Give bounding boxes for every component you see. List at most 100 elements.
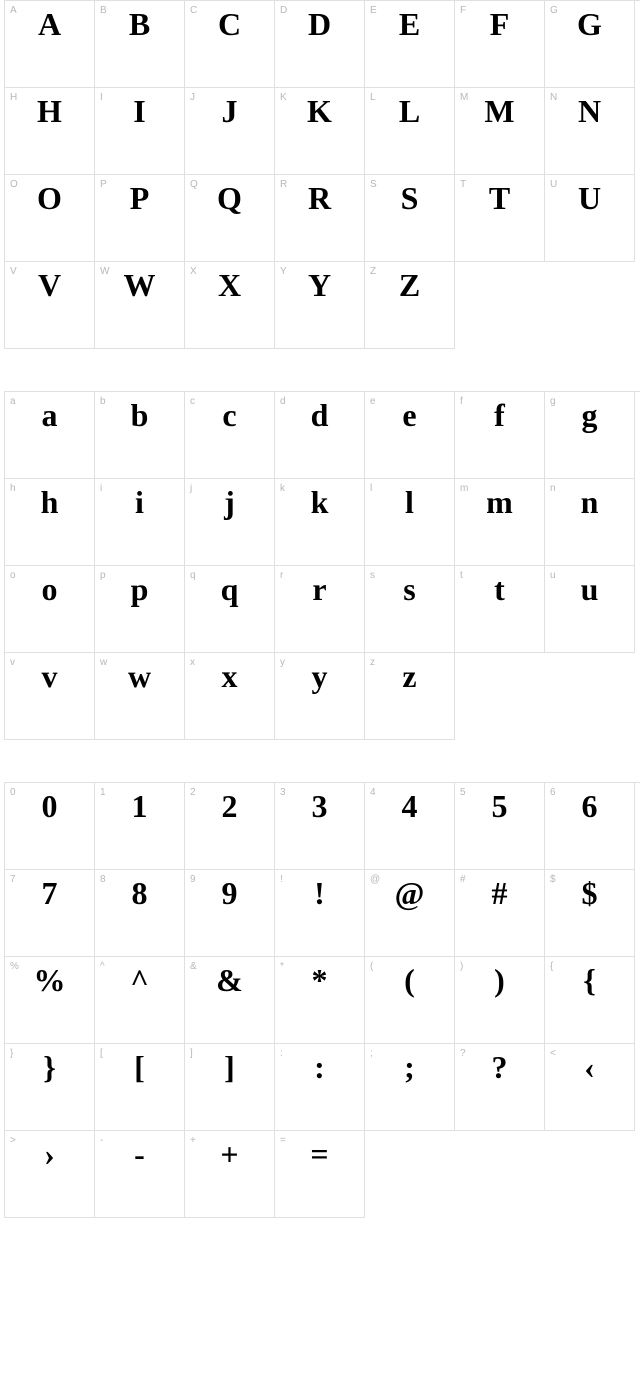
glyph-cell: CC — [185, 1, 275, 88]
glyph-cell: kk — [275, 479, 365, 566]
glyph-cell-char: + — [185, 1138, 274, 1170]
glyph-cell-char: z — [365, 660, 454, 692]
glyph-cell-char: - — [95, 1138, 184, 1170]
glyph-cell-char: : — [275, 1051, 364, 1083]
glyph-cell: [[ — [95, 1044, 185, 1131]
glyph-cell-char: A — [5, 8, 94, 40]
glyph-cell: $$ — [545, 870, 635, 957]
glyph-cell-char: % — [5, 964, 94, 996]
glyph-cell: pp — [95, 566, 185, 653]
glyph-cell-char: J — [185, 95, 274, 127]
glyph-cell: QQ — [185, 175, 275, 262]
glyph-cell-char: T — [455, 182, 544, 214]
glyph-cell-char: C — [185, 8, 274, 40]
glyph-cell: nn — [545, 479, 635, 566]
glyph-cell-char: g — [545, 399, 634, 431]
glyph-cell-char: j — [185, 486, 274, 518]
glyph-cell-char: q — [185, 573, 274, 605]
glyph-grid: 00112233445566778899!!@@##$$%%^^&&**(())… — [4, 782, 640, 1218]
glyph-cell: <‹ — [545, 1044, 635, 1131]
glyph-cell: HH — [5, 88, 95, 175]
glyph-cell: ZZ — [365, 262, 455, 349]
glyph-cell: >› — [5, 1131, 95, 1218]
glyph-cell-char: R — [275, 182, 364, 214]
glyph-cell: cc — [185, 392, 275, 479]
glyph-cell: vv — [5, 653, 95, 740]
glyph-cell: 33 — [275, 783, 365, 870]
glyph-cell-char: ; — [365, 1051, 454, 1083]
glyph-cell: 55 — [455, 783, 545, 870]
glyph-cell-char: Q — [185, 182, 274, 214]
section-lowercase: aabbccddeeffgghhiijjkkllmmnnooppqqrrsstt… — [0, 391, 640, 740]
glyph-cell-char: S — [365, 182, 454, 214]
empty-cell — [545, 653, 635, 739]
glyph-cell-char: ) — [455, 964, 544, 996]
glyph-cell-char: i — [95, 486, 184, 518]
glyph-cell-char: 8 — [95, 877, 184, 909]
glyph-cell-char: Y — [275, 269, 364, 301]
empty-cell — [455, 262, 545, 348]
glyph-cell-char: K — [275, 95, 364, 127]
glyph-cell: == — [275, 1131, 365, 1218]
glyph-cell-char: Z — [365, 269, 454, 301]
glyph-cell-char: n — [545, 486, 634, 518]
glyph-cell: jj — [185, 479, 275, 566]
glyph-cell: PP — [95, 175, 185, 262]
glyph-cell-char: & — [185, 964, 274, 996]
glyph-cell-char: 0 — [5, 790, 94, 822]
glyph-cell-char: F — [455, 8, 544, 40]
glyph-cell: 88 — [95, 870, 185, 957]
glyph-cell: II — [95, 88, 185, 175]
glyph-cell: (( — [365, 957, 455, 1044]
glyph-cell-char: L — [365, 95, 454, 127]
glyph-cell: KK — [275, 88, 365, 175]
glyph-cell-char: M — [455, 95, 544, 127]
glyph-cell: 99 — [185, 870, 275, 957]
glyph-cell: tt — [455, 566, 545, 653]
glyph-cell: EE — [365, 1, 455, 88]
section-uppercase: AABBCCDDEEFFGGHHIIJJKKLLMMNNOOPPQQRRSSTT… — [0, 0, 640, 349]
glyph-cell: FF — [455, 1, 545, 88]
glyph-cell: ?? — [455, 1044, 545, 1131]
glyph-cell-char: D — [275, 8, 364, 40]
glyph-cell: ++ — [185, 1131, 275, 1218]
glyph-cell: GG — [545, 1, 635, 88]
glyph-cell-char: k — [275, 486, 364, 518]
glyph-cell-char: t — [455, 573, 544, 605]
glyph-cell: DD — [275, 1, 365, 88]
glyph-cell: VV — [5, 262, 95, 349]
glyph-cell-char: w — [95, 660, 184, 692]
glyph-cell-char: } — [5, 1051, 94, 1083]
glyph-cell-char: W — [95, 269, 184, 301]
character-map: AABBCCDDEEFFGGHHIIJJKKLLMMNNOOPPQQRRSSTT… — [0, 0, 640, 1218]
glyph-cell: @@ — [365, 870, 455, 957]
glyph-cell-char: a — [5, 399, 94, 431]
glyph-cell-char: = — [275, 1138, 364, 1170]
glyph-cell: && — [185, 957, 275, 1044]
glyph-cell-char: 4 — [365, 790, 454, 822]
glyph-cell: yy — [275, 653, 365, 740]
glyph-cell: %% — [5, 957, 95, 1044]
section-numbers-symbols: 00112233445566778899!!@@##$$%%^^&&**(())… — [0, 782, 640, 1218]
empty-cell — [545, 262, 635, 348]
glyph-cell-char: 1 — [95, 790, 184, 822]
glyph-cell: xx — [185, 653, 275, 740]
glyph-cell-char: › — [5, 1138, 94, 1170]
glyph-cell-char: 9 — [185, 877, 274, 909]
glyph-cell-char: u — [545, 573, 634, 605]
glyph-cell: ll — [365, 479, 455, 566]
glyph-cell: SS — [365, 175, 455, 262]
glyph-cell: RR — [275, 175, 365, 262]
glyph-cell: 44 — [365, 783, 455, 870]
glyph-cell: }} — [5, 1044, 95, 1131]
glyph-cell: -- — [95, 1131, 185, 1218]
glyph-cell-char: E — [365, 8, 454, 40]
glyph-cell: ff — [455, 392, 545, 479]
glyph-cell-char: c — [185, 399, 274, 431]
glyph-cell-char: 2 — [185, 790, 274, 822]
glyph-cell: hh — [5, 479, 95, 566]
glyph-grid: aabbccddeeffgghhiijjkkllmmnnooppqqrrsstt… — [4, 391, 640, 740]
empty-cell — [455, 1131, 545, 1217]
glyph-cell-char: ( — [365, 964, 454, 996]
glyph-cell-char: # — [455, 877, 544, 909]
